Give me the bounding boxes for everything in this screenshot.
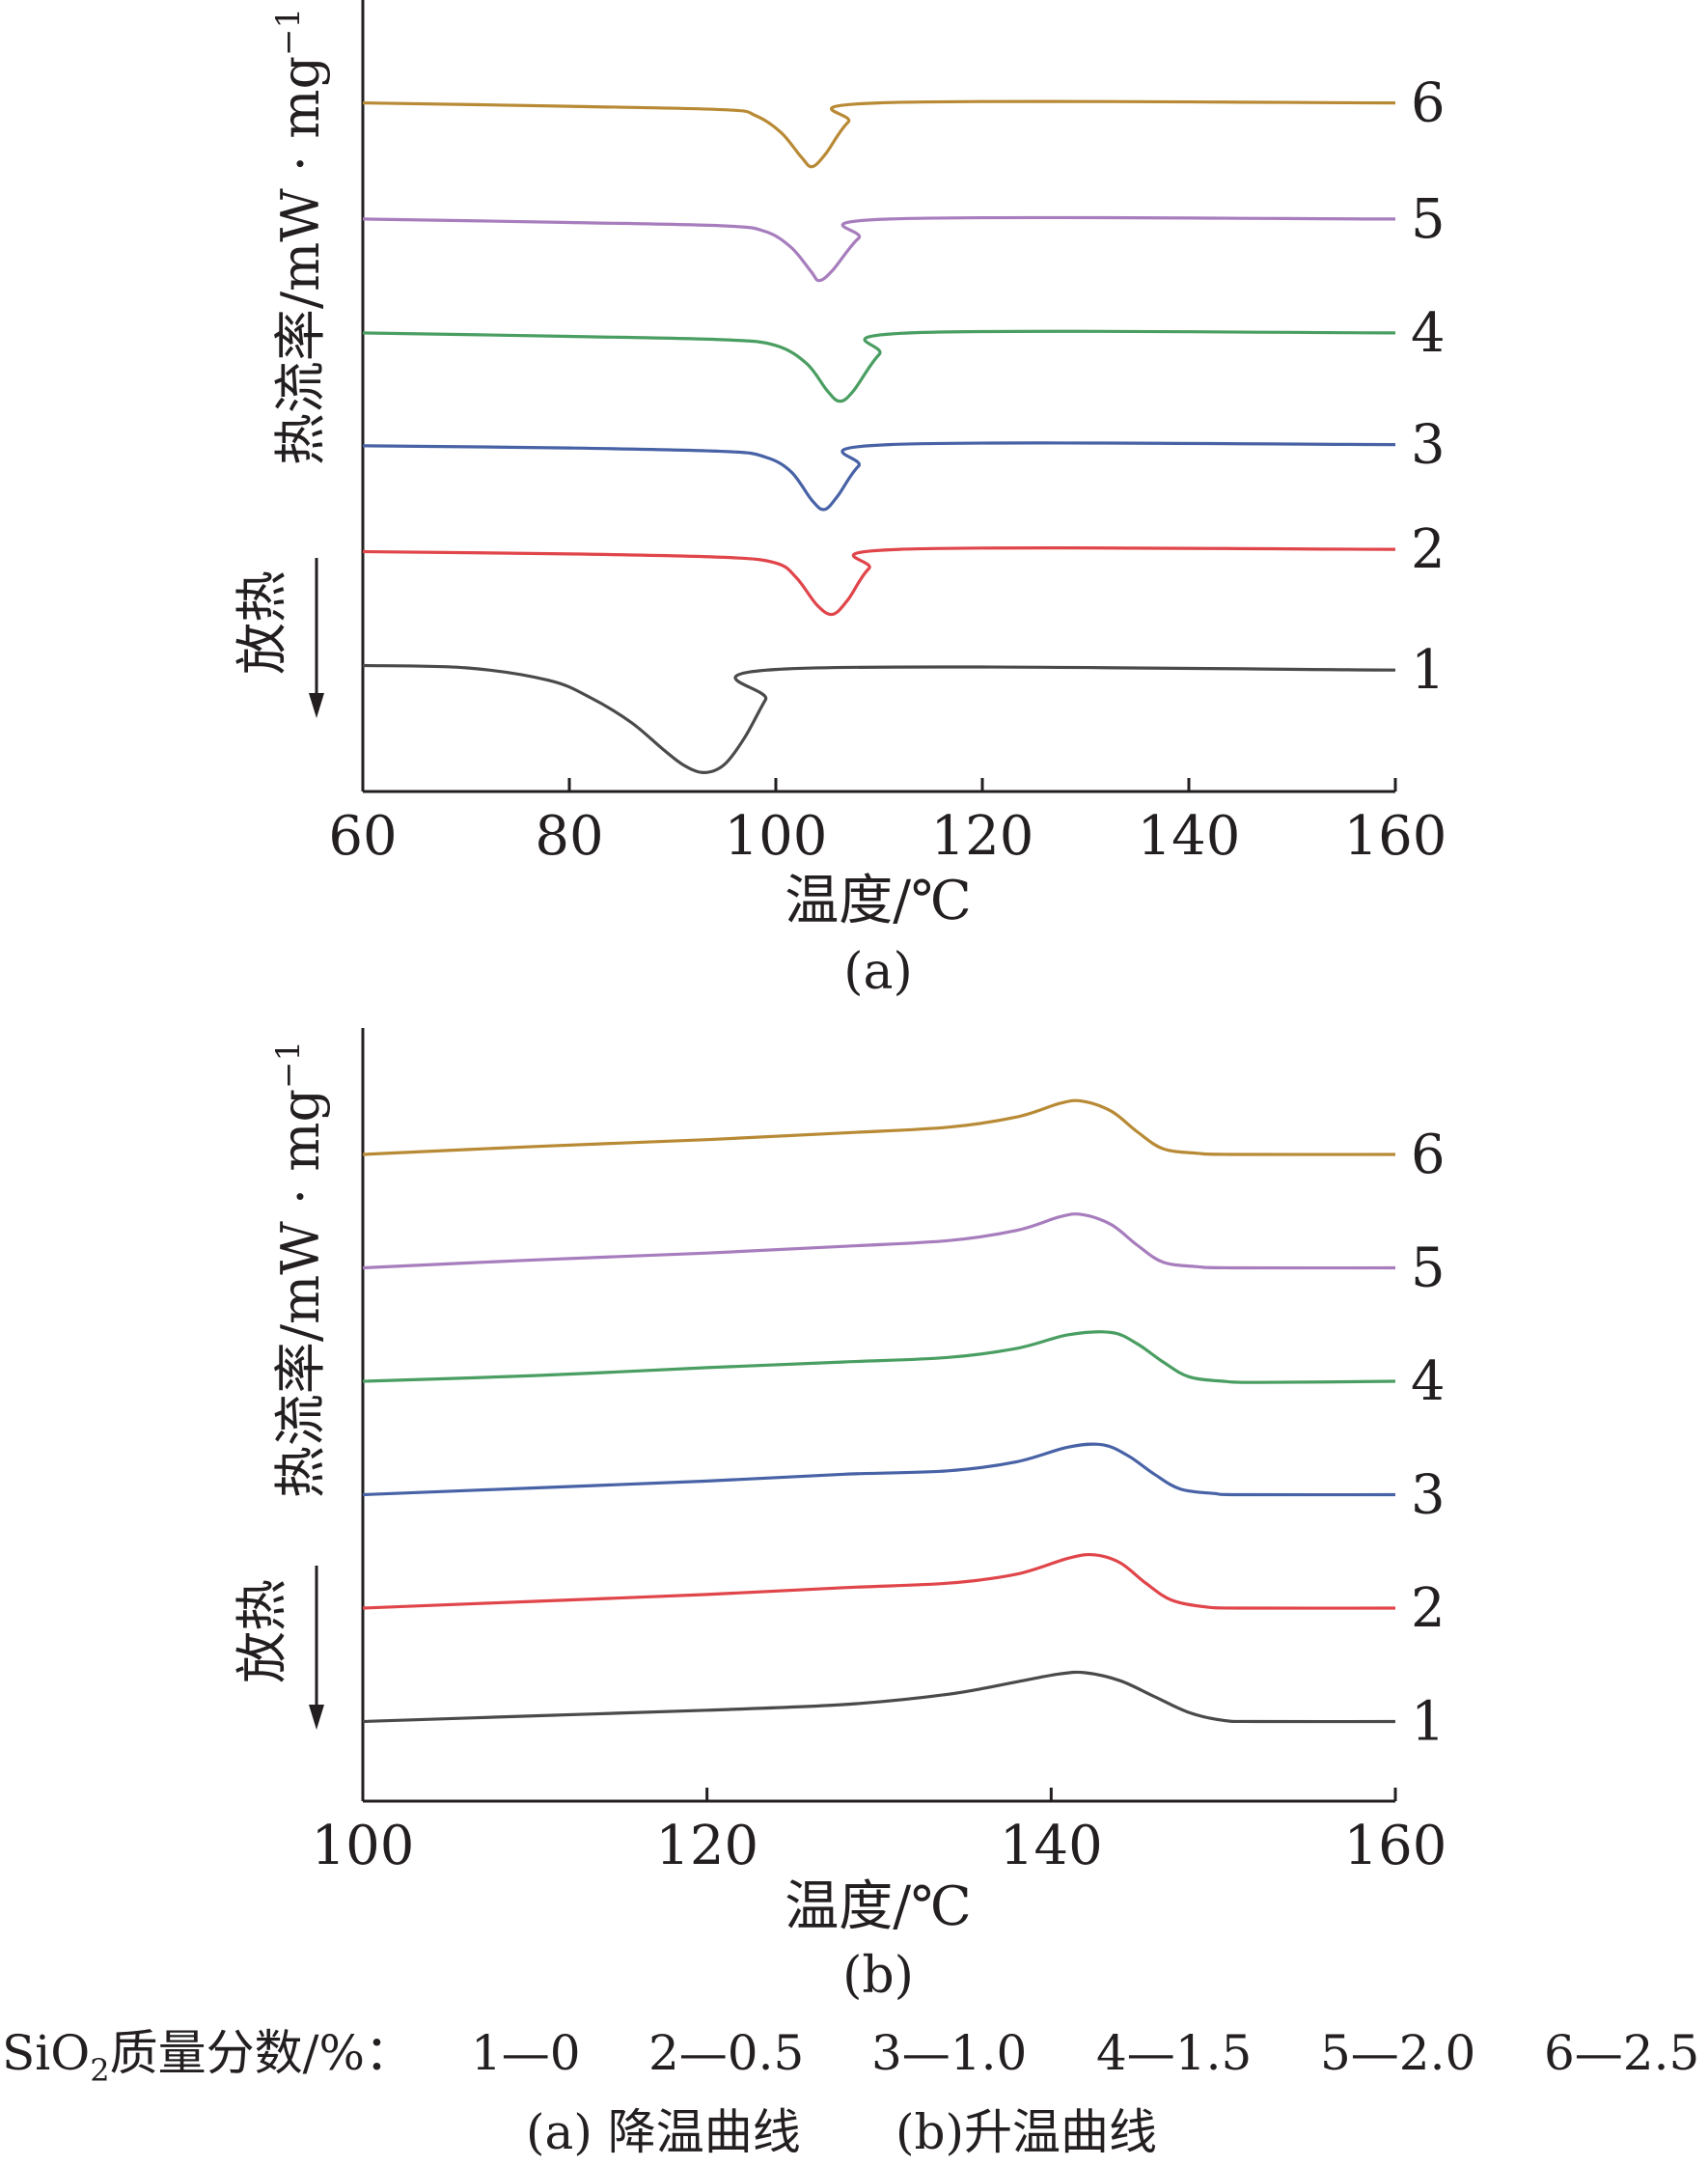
series-label-2: 2 bbox=[1411, 518, 1446, 581]
panel-b-x-axis-title: 温度/℃ bbox=[785, 1875, 972, 1938]
panel-b-series-labels: 1 2 3 4 5 6 bbox=[1411, 1124, 1446, 1754]
x-tick-label: 100 bbox=[312, 1815, 415, 1877]
composition-legend: SiO2质量分数/%： 1—0 2—0.5 3—1.0 4—1.5 5—2.0 … bbox=[2, 2025, 1699, 2089]
panel-b-y-axis-title: 热流率/mW · mg−1 bbox=[269, 1041, 331, 1498]
x-tick-label: 160 bbox=[1344, 1815, 1447, 1877]
panel-a-y-axis-title: 热流率/mW · mg−1 bbox=[269, 8, 331, 465]
panel-b: 100 120 140 160 1 2 3 4 5 6 热流率/mW · mg−1 放热 温度/… bbox=[232, 1028, 1446, 2005]
series-line-4 bbox=[362, 329, 1396, 403]
panel-b-label: (b) bbox=[842, 1947, 914, 2005]
composition-heading: SiO2质量分数/%： bbox=[2, 2025, 413, 2089]
panel-a-axes bbox=[361, 0, 1395, 793]
x-tick-label: 140 bbox=[1138, 805, 1241, 868]
series-label-3: 3 bbox=[1411, 1464, 1446, 1527]
x-tick-label: 60 bbox=[328, 805, 397, 868]
series-line-1 bbox=[362, 1670, 1396, 1724]
legend-item: 1—0 bbox=[471, 2025, 581, 2081]
series-line-6 bbox=[362, 99, 1396, 169]
x-tick-label: 100 bbox=[725, 805, 828, 868]
panel-a-label: (a) bbox=[843, 943, 913, 1001]
series-line-2 bbox=[362, 1552, 1396, 1610]
series-label-6: 6 bbox=[1411, 72, 1446, 135]
x-tick-label: 120 bbox=[655, 1815, 758, 1877]
panel-b-axes bbox=[361, 1028, 1395, 1803]
x-tick-label: 160 bbox=[1344, 805, 1447, 868]
series-label-2: 2 bbox=[1411, 1577, 1446, 1640]
panel-a-exotherm-arrow bbox=[309, 558, 324, 718]
panel-a-series-labels: 1 2 3 4 5 6 bbox=[1411, 72, 1446, 703]
series-label-1: 1 bbox=[1411, 1691, 1446, 1754]
series-line-2 bbox=[362, 546, 1396, 617]
series-label-4: 4 bbox=[1411, 302, 1446, 365]
x-tick-label: 120 bbox=[931, 805, 1034, 868]
panel-a: 60 80 100 120 140 160 1 2 3 4 5 6 热流率/mW · mg−1 放热… bbox=[232, 0, 1446, 1001]
panel-b-series bbox=[362, 1098, 1396, 1724]
legend-item: 6—2.5 bbox=[1544, 2025, 1699, 2081]
panel-b-exotherm-label: 放热 bbox=[232, 1579, 292, 1683]
panel-b-exotherm-arrow bbox=[309, 1566, 324, 1730]
legend-item: 5—2.0 bbox=[1320, 2025, 1475, 2081]
figure-caption: (a) 降温曲线 (b)升温曲线 bbox=[526, 2104, 1157, 2160]
series-line-4 bbox=[362, 1330, 1396, 1384]
series-label-3: 3 bbox=[1411, 414, 1446, 477]
series-line-5 bbox=[362, 215, 1396, 283]
series-line-3 bbox=[362, 441, 1396, 512]
legend-item: 4—1.5 bbox=[1096, 2025, 1252, 2081]
caption-a: (a) 降温曲线 bbox=[526, 2104, 801, 2160]
series-label-1: 1 bbox=[1411, 639, 1446, 702]
series-line-3 bbox=[362, 1442, 1396, 1497]
x-tick-label: 140 bbox=[1000, 1815, 1103, 1877]
panel-a-ticks: 60 80 100 120 140 160 bbox=[328, 778, 1446, 868]
x-tick-label: 80 bbox=[535, 805, 603, 868]
panel-b-ticks: 100 120 140 160 bbox=[312, 1788, 1447, 1877]
series-label-5: 5 bbox=[1411, 1237, 1446, 1300]
series-line-5 bbox=[362, 1212, 1396, 1270]
series-label-5: 5 bbox=[1411, 188, 1446, 251]
legend-item: 3—1.0 bbox=[871, 2025, 1027, 2081]
series-line-1 bbox=[362, 663, 1396, 774]
caption-b: (b)升温曲线 bbox=[895, 2104, 1157, 2160]
series-label-4: 4 bbox=[1411, 1350, 1446, 1413]
series-label-6: 6 bbox=[1411, 1124, 1446, 1186]
panel-a-exotherm-label: 放热 bbox=[232, 570, 292, 675]
panel-a-series bbox=[362, 99, 1396, 774]
panel-a-x-axis-title: 温度/℃ bbox=[785, 870, 972, 932]
series-line-6 bbox=[362, 1098, 1396, 1156]
legend-item: 2—0.5 bbox=[648, 2025, 804, 2081]
